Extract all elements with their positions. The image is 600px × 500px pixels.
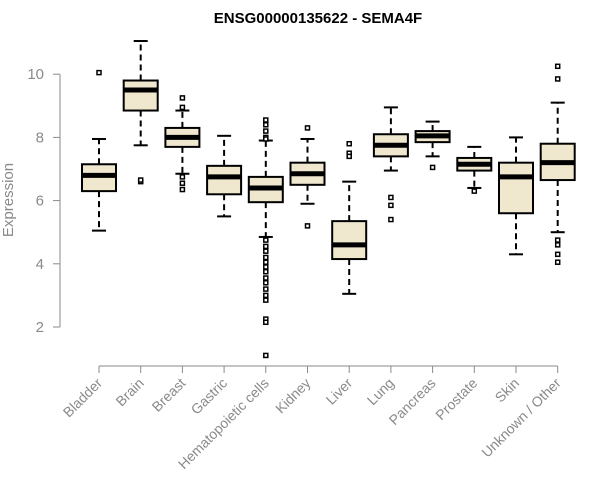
outlier-point	[179, 174, 186, 180]
outlier-point	[263, 254, 269, 261]
y-axis-label: Expression	[0, 163, 17, 237]
outlier-point	[388, 216, 394, 223]
outlier-point	[263, 248, 269, 254]
box-iqr	[122, 79, 159, 112]
outlier-point	[388, 194, 394, 201]
outlier-point	[304, 125, 311, 131]
outlier-point	[263, 280, 269, 286]
outlier-point	[179, 180, 186, 186]
outlier-point	[554, 237, 561, 243]
outlier-point	[137, 177, 144, 183]
outlier-point	[388, 202, 394, 209]
box-group-pancreas	[414, 120, 451, 171]
outlier-point	[429, 164, 436, 171]
outlier-point	[346, 153, 352, 160]
box-group-lung	[372, 106, 409, 223]
y-tick-label: 2	[36, 319, 44, 336]
outlier-point	[263, 275, 269, 281]
box-group-kidney	[289, 125, 326, 229]
outlier-point	[304, 223, 311, 229]
outlier-point	[96, 69, 102, 76]
x-tick-label-liver: Liver	[323, 375, 356, 408]
x-tick-label-skin: Skin	[492, 375, 523, 406]
outlier-point	[554, 259, 561, 265]
outlier-point	[471, 188, 478, 194]
box-iqr	[331, 220, 368, 261]
x-tick-label-breast: Breast	[149, 375, 189, 415]
outlier-point	[263, 243, 269, 250]
x-tick-label-brain: Brain	[112, 375, 146, 409]
outlier-point	[179, 95, 186, 101]
outlier-point	[554, 63, 561, 70]
outlier-point	[554, 251, 561, 258]
chart-title: ENSG00000135622 - SEMA4F	[214, 10, 422, 27]
box-group-breast	[164, 95, 201, 193]
y-tick-label: 6	[36, 193, 44, 210]
outlier-point	[554, 242, 561, 248]
y-tick-label: 4	[36, 256, 44, 273]
outlier-point	[263, 286, 269, 292]
box-iqr	[206, 164, 243, 196]
outlier-point	[179, 186, 186, 193]
x-tick-label-prostate: Prostate	[432, 375, 480, 423]
box-group-prostate	[456, 145, 493, 194]
box-group-unknown-other	[539, 63, 576, 265]
outlier-point	[263, 297, 269, 303]
outlier-point	[263, 122, 269, 128]
box-group-bladder	[81, 69, 117, 232]
outlier-point	[179, 104, 186, 111]
outlier-point	[263, 237, 269, 243]
y-axis: 2 4 6 8 10	[27, 66, 61, 336]
outlier-point	[554, 76, 561, 82]
outlier-point	[263, 128, 269, 134]
outlier-point	[263, 319, 269, 326]
outlier-point	[263, 292, 269, 299]
outlier-point	[263, 264, 269, 270]
outlier-point	[263, 352, 269, 359]
outlier-point	[263, 136, 269, 142]
y-tick-label: 10	[27, 66, 44, 83]
plot-area	[81, 40, 576, 359]
x-tick-label-kidney: Kidney	[272, 375, 314, 417]
y-tick-label: 8	[36, 129, 44, 146]
outlier-point	[263, 117, 269, 123]
outlier-point	[263, 259, 269, 265]
outlier-point	[346, 140, 352, 147]
box-group-gastric	[206, 134, 243, 218]
x-tick-label-unknown-other: Unknown / Other	[478, 375, 564, 461]
x-tick-label-lung: Lung	[364, 375, 397, 408]
box-group-brain	[122, 40, 159, 185]
x-tick-label-bladder: Bladder	[60, 375, 106, 421]
box-group-hematopoietic-cells	[247, 117, 284, 359]
box-iqr	[498, 161, 534, 215]
box-group-liver	[331, 140, 368, 295]
box-group-skin	[498, 136, 534, 256]
outlier-point	[263, 268, 269, 275]
